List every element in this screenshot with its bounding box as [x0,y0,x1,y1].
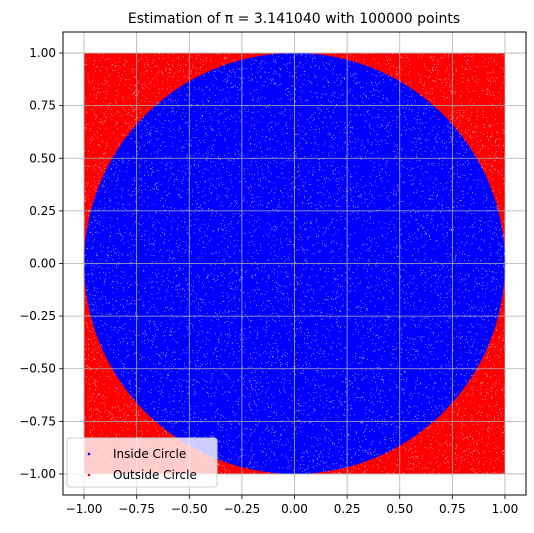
x-tick-label: 0.00 [281,502,308,516]
y-tick-label: −0.25 [19,309,56,323]
x-tick-label: 0.50 [386,502,413,516]
y-tick-label: 1.00 [29,46,56,60]
legend-box [66,437,218,488]
x-tick-label: 1.00 [492,502,519,516]
y-tick-label: −0.50 [19,362,56,376]
legend-marker-inside [87,452,91,456]
legend: Inside Circle Outside Circle [66,437,218,488]
x-tick-label: −0.50 [171,502,208,516]
x-tick-label: −1.00 [66,502,103,516]
legend-marker-outside [87,473,91,477]
legend-label-outside: Outside Circle [113,468,197,482]
y-tick-label: −0.75 [19,414,56,428]
x-tick-label: −0.75 [118,502,155,516]
y-tick-label: 0.50 [29,151,56,165]
axes: −1.00 −0.75 −0.50 −0.25 0.00 0.25 0.50 0.75 1.00… [19,46,518,516]
grid-lines [63,32,526,495]
x-tick-label: 0.25 [334,502,361,516]
x-tick-label: −0.25 [223,502,260,516]
y-tick-label: 0.25 [29,204,56,218]
y-tick-label: 0.75 [29,99,56,113]
chart-title: Estimation of π = 3.141040 with 100000 p… [128,11,460,27]
y-tick-label: 0.00 [29,257,56,271]
x-tick-label: 0.75 [439,502,466,516]
plot-area [63,32,526,495]
y-tick-label: −1.00 [19,467,56,481]
legend-label-inside: Inside Circle [113,447,186,461]
